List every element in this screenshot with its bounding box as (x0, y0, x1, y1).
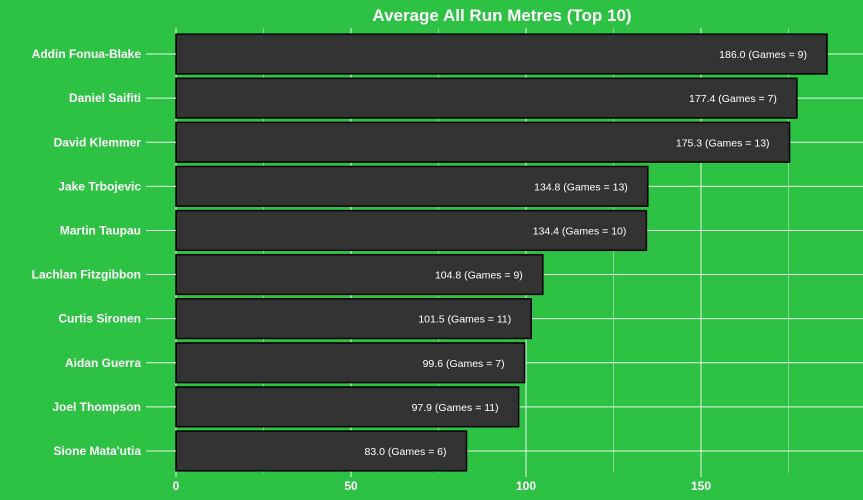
bar-data-label: 97.9 (Games = 11) (412, 402, 499, 414)
x-axis: 0 50 100 150 (173, 473, 711, 493)
bar-data-label: 101.5 (Games = 11) (418, 314, 511, 326)
bar-data-label: 177.4 (Games = 7) (689, 93, 777, 105)
y-tick-label: Jake Trbojevic (58, 179, 141, 193)
x-tick-label: 100 (516, 479, 536, 493)
bar (175, 77, 798, 119)
bar-data-label: 134.8 (Games = 13) (534, 181, 628, 193)
y-tick-label: David Klemmer (54, 135, 142, 149)
bar (175, 209, 648, 252)
x-tick-label: 150 (691, 479, 711, 493)
bar-data-label: 134.4 (Games = 10) (533, 225, 627, 237)
y-tick-label: Lachlan Fitzgibbon (32, 268, 141, 282)
bar (175, 253, 544, 296)
bar (175, 33, 828, 75)
bar-data-label: 99.6 (Games = 7) (423, 358, 505, 370)
bar-data-label: 186.0 (Games = 9) (719, 49, 807, 61)
y-tick-label: Curtis Sironen (58, 312, 141, 326)
bar-data-label: 175.3 (Games = 13) (676, 137, 770, 149)
bars: 186.0 (Games = 9) 177.4 (Games = 7) 175.3 … (175, 33, 828, 472)
bar-data-label: 83.0 (Games = 6) (365, 446, 447, 458)
bar (175, 165, 649, 207)
y-tick-label: Addin Fonua-Blake (32, 47, 142, 61)
bar (175, 342, 526, 384)
y-tick-label: Martin Taupau (60, 223, 141, 237)
y-tick-label: Sione Mata'utia (53, 444, 141, 458)
x-tick-label: 50 (344, 479, 358, 493)
y-tick-label: Aidan Guerra (65, 356, 141, 370)
chart-title: Average All Run Metres (Top 10) (372, 6, 631, 25)
bar (175, 386, 520, 428)
bar (175, 298, 532, 340)
y-tick-label: Daniel Saifiti (69, 91, 141, 105)
x-tick-label: 0 (173, 479, 180, 493)
bar-data-label: 104.8 (Games = 9) (435, 270, 523, 282)
y-axis: Addin Fonua-Blake Daniel Saifiti David Kle… (32, 47, 176, 458)
bar (175, 121, 791, 163)
y-tick-label: Joel Thompson (52, 400, 141, 414)
